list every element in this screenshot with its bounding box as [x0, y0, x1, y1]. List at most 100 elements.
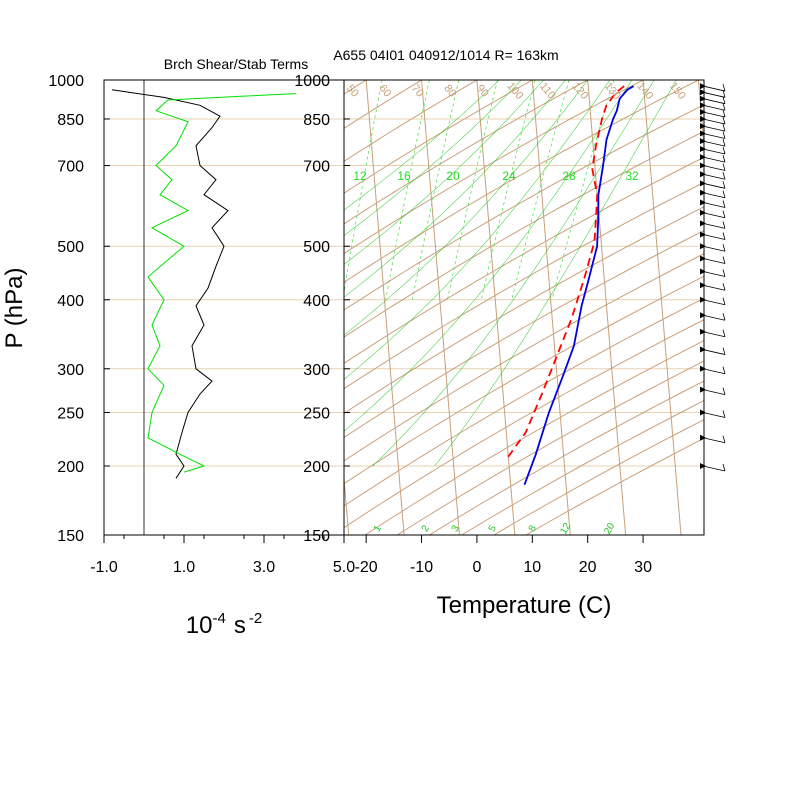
wind-barb-staff — [703, 259, 725, 264]
wind-barb-staff — [703, 193, 725, 198]
isotherm — [89, 80, 127, 535]
right-xtick-label--20: -20 — [355, 559, 378, 576]
wind-barb-flag — [700, 171, 706, 177]
theta-e-label-20: 20 — [446, 169, 460, 183]
wind-barb-feather — [723, 283, 725, 290]
wind-barb-staff — [703, 246, 725, 251]
dry-adiabat-label-60: 60 — [376, 83, 393, 100]
wind-barb-flag — [700, 102, 706, 108]
wind-barb-feather — [723, 211, 725, 218]
mixing-ratio-line-2 — [386, 80, 430, 300]
dry-adiabat — [301, 80, 800, 535]
wind-barb-feather — [723, 330, 725, 337]
right-ytick-label-500: 500 — [303, 239, 330, 256]
wind-barb-feather — [723, 367, 725, 374]
dry-adiabat — [204, 80, 800, 535]
wind-barb-staff — [703, 223, 725, 228]
wind-barb-feather — [723, 110, 725, 117]
right-ytick-label-300: 300 — [303, 362, 330, 379]
wind-barb-feather — [723, 191, 725, 198]
wind-barb-staff — [703, 92, 725, 97]
wind-barb-staff — [703, 332, 725, 337]
left-ytick-label-300: 300 — [57, 362, 84, 379]
wind-barb-flag — [700, 347, 706, 353]
left-ytick-label-1000: 1000 — [48, 73, 84, 90]
dry-adiabat — [494, 80, 800, 535]
right-xtick-label-30: 30 — [634, 559, 652, 576]
units-unit-exponent: -2 — [249, 610, 262, 627]
temperature-profile — [525, 86, 634, 485]
right-ytick-label-200: 200 — [303, 459, 330, 476]
units-base: 10 — [186, 612, 213, 639]
right-xtick-label-0: 0 — [472, 559, 481, 576]
wind-barb-flag — [700, 154, 706, 160]
wind-barb-feather — [723, 436, 725, 443]
mixing-ratio-label-1: 1 — [372, 523, 385, 534]
wind-barb-feather — [723, 233, 725, 240]
wind-barb-flag — [700, 146, 706, 152]
right-title: A655 04I01 040912/1014 R= 163km — [333, 47, 558, 63]
wind-barb-flag — [700, 312, 706, 318]
dry-adiabat — [333, 80, 800, 535]
wind-barb-staff — [703, 315, 725, 320]
mixing-ratio-label-12: 12 — [558, 521, 573, 537]
wind-barb-feather — [723, 313, 725, 320]
theta-e-label-12: 12 — [353, 169, 367, 183]
wind-barb-staff — [703, 126, 725, 131]
wind-barb-feather — [723, 270, 725, 277]
wind-barb-staff — [703, 112, 725, 117]
wind-barb-flag — [700, 409, 706, 415]
wind-barb-staff — [703, 466, 725, 471]
wind-barb-staff — [703, 166, 725, 171]
left-ytick-label-700: 700 — [57, 159, 84, 176]
right-xtick-label-20: 20 — [579, 559, 597, 576]
wind-barb-staff — [703, 86, 725, 91]
wind-barb-feather — [723, 388, 725, 395]
left-ytick-label-850: 850 — [57, 112, 84, 129]
right-ytick-label-1000: 1000 — [294, 73, 330, 90]
mixing-ratio-label-8: 8 — [527, 523, 540, 534]
left-xtick-label-1.0: 1.0 — [173, 559, 195, 576]
wind-barb-feather — [723, 172, 725, 179]
right-xtick-label--10: -10 — [410, 559, 433, 576]
left-ytick-label-500: 500 — [57, 239, 84, 256]
right-ytick-label-700: 700 — [303, 159, 330, 176]
wind-barb-flag — [700, 220, 706, 226]
wind-barb-staff — [703, 99, 725, 104]
dry-adiabat-label-80: 80 — [441, 83, 458, 100]
theta-e-label-16: 16 — [397, 169, 411, 183]
mixing-ratio-line-3 — [412, 80, 458, 300]
mixing-ratio-line-5 — [447, 80, 497, 300]
wind-barb-staff — [703, 412, 725, 417]
wind-barb-feather — [723, 139, 725, 146]
mixing-ratio-label-5: 5 — [487, 523, 500, 534]
dry-adiabat — [0, 80, 311, 535]
isotherm — [754, 80, 792, 535]
wind-barb-feather — [723, 164, 725, 171]
wind-barb-staff — [703, 272, 725, 277]
wind-barb-feather — [723, 117, 725, 124]
dry-adiabat-label-90: 90 — [474, 83, 491, 100]
wind-barb-feather — [723, 257, 725, 264]
wind-barb-feather — [723, 221, 725, 228]
wind-barb-feather — [723, 181, 725, 188]
dry-adiabat-label-150: 150 — [667, 80, 688, 102]
left-xtick-label--1.0: -1.0 — [90, 559, 118, 576]
dry-adiabat — [462, 80, 800, 535]
wind-barb-flag — [700, 243, 706, 249]
wind-barb-flag — [700, 435, 706, 441]
dry-adiabat — [397, 80, 800, 535]
wind-barb-staff — [703, 285, 725, 290]
wind-barb-feather — [723, 84, 725, 91]
moist-adiabat — [46, 80, 521, 466]
wind-barb-staff — [703, 183, 725, 188]
wind-barb-feather — [723, 464, 725, 471]
dry-adiabat — [0, 80, 588, 535]
wind-barb-feather — [723, 348, 725, 355]
wind-barb-flag — [700, 89, 706, 95]
